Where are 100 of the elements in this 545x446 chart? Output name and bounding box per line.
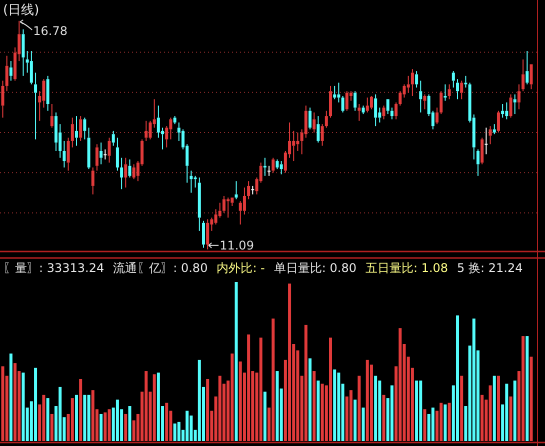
bar	[272, 318, 275, 441]
bar	[42, 394, 46, 441]
bar	[177, 422, 180, 441]
candlestick	[476, 148, 480, 176]
bar	[440, 402, 443, 441]
candlestick	[42, 78, 46, 108]
candlestick	[505, 102, 508, 120]
candlestick	[444, 84, 447, 102]
candlestick	[452, 70, 455, 88]
candlestick	[226, 197, 230, 218]
bar	[382, 394, 386, 441]
candlestick	[419, 80, 422, 113]
candlestick	[132, 164, 136, 180]
bar	[144, 371, 148, 441]
candlestick	[324, 110, 328, 128]
candlestick	[410, 68, 414, 96]
candlestick	[156, 105, 160, 138]
candlestick	[247, 180, 250, 200]
candlestick	[480, 137, 484, 165]
bar	[46, 398, 50, 441]
bar	[358, 376, 361, 441]
candlestick	[54, 112, 58, 152]
bar	[316, 380, 320, 441]
bar	[320, 384, 324, 441]
candlestick	[124, 157, 128, 188]
text: 〖量〗: 33313.24	[3, 261, 104, 275]
candlestick	[144, 120, 148, 142]
text: 单日量比: 0.80	[274, 261, 356, 275]
candlestick	[320, 124, 324, 146]
bar	[218, 376, 222, 441]
candlestick	[464, 75, 468, 88]
bar	[79, 378, 82, 441]
bar	[230, 354, 234, 441]
candlestick	[484, 127, 488, 155]
candlestick	[194, 175, 197, 188]
candlestick	[316, 116, 320, 144]
bar	[505, 384, 508, 441]
bar	[492, 376, 496, 441]
candlestick	[304, 105, 308, 138]
bar	[308, 358, 312, 441]
candlestick	[50, 104, 54, 128]
candlestick	[87, 127, 90, 170]
candlestick	[390, 107, 394, 120]
bar	[91, 390, 94, 441]
bar	[337, 372, 340, 441]
bar	[74, 394, 78, 441]
bar	[329, 338, 332, 441]
bar	[288, 284, 292, 441]
candlestick	[292, 130, 296, 162]
bar	[152, 374, 156, 441]
candlestick	[501, 104, 504, 118]
candlestick	[95, 144, 98, 172]
candlestick	[423, 94, 426, 110]
candlestick	[337, 82, 340, 103]
text: 流通〖亿〗: 0.80	[113, 261, 208, 275]
candlestick	[517, 84, 520, 110]
bar	[9, 354, 12, 441]
candlestick	[120, 157, 124, 190]
bar	[173, 424, 176, 441]
candlestick	[234, 180, 238, 200]
candlestick	[280, 160, 283, 175]
bar	[58, 386, 62, 441]
candlestick	[366, 97, 369, 113]
candlestick	[79, 116, 82, 142]
candlestick	[488, 126, 492, 145]
bar	[448, 402, 451, 441]
bar	[354, 400, 357, 441]
text: 五日量比: 1.08	[365, 261, 448, 275]
candlestick	[190, 170, 193, 194]
bar	[390, 385, 394, 441]
bar	[238, 362, 242, 441]
bar	[496, 376, 500, 441]
text: 内外比: -	[216, 261, 265, 275]
bar	[259, 338, 262, 441]
bar	[530, 356, 533, 441]
bar	[480, 394, 484, 441]
candlestick	[436, 107, 439, 125]
candlestick	[34, 72, 38, 140]
candlestick	[509, 94, 512, 118]
bar	[22, 372, 25, 441]
bar	[100, 414, 103, 441]
bar	[472, 318, 476, 441]
text: 5 换: 21.24	[457, 261, 523, 275]
candlestick	[370, 95, 373, 110]
bar	[431, 408, 434, 441]
candlestick	[374, 94, 378, 127]
bar	[50, 414, 54, 441]
candlestick	[91, 166, 94, 195]
bar	[366, 360, 369, 441]
candlestick	[456, 78, 460, 100]
bar	[444, 404, 447, 441]
candlestick	[66, 137, 70, 172]
candlestick	[108, 137, 111, 164]
bar	[156, 372, 160, 441]
bar	[460, 376, 464, 441]
candlestick	[440, 90, 443, 115]
candlestick	[83, 117, 86, 140]
bar	[522, 336, 525, 441]
candlestick	[1, 80, 4, 118]
candlestick	[526, 50, 529, 85]
